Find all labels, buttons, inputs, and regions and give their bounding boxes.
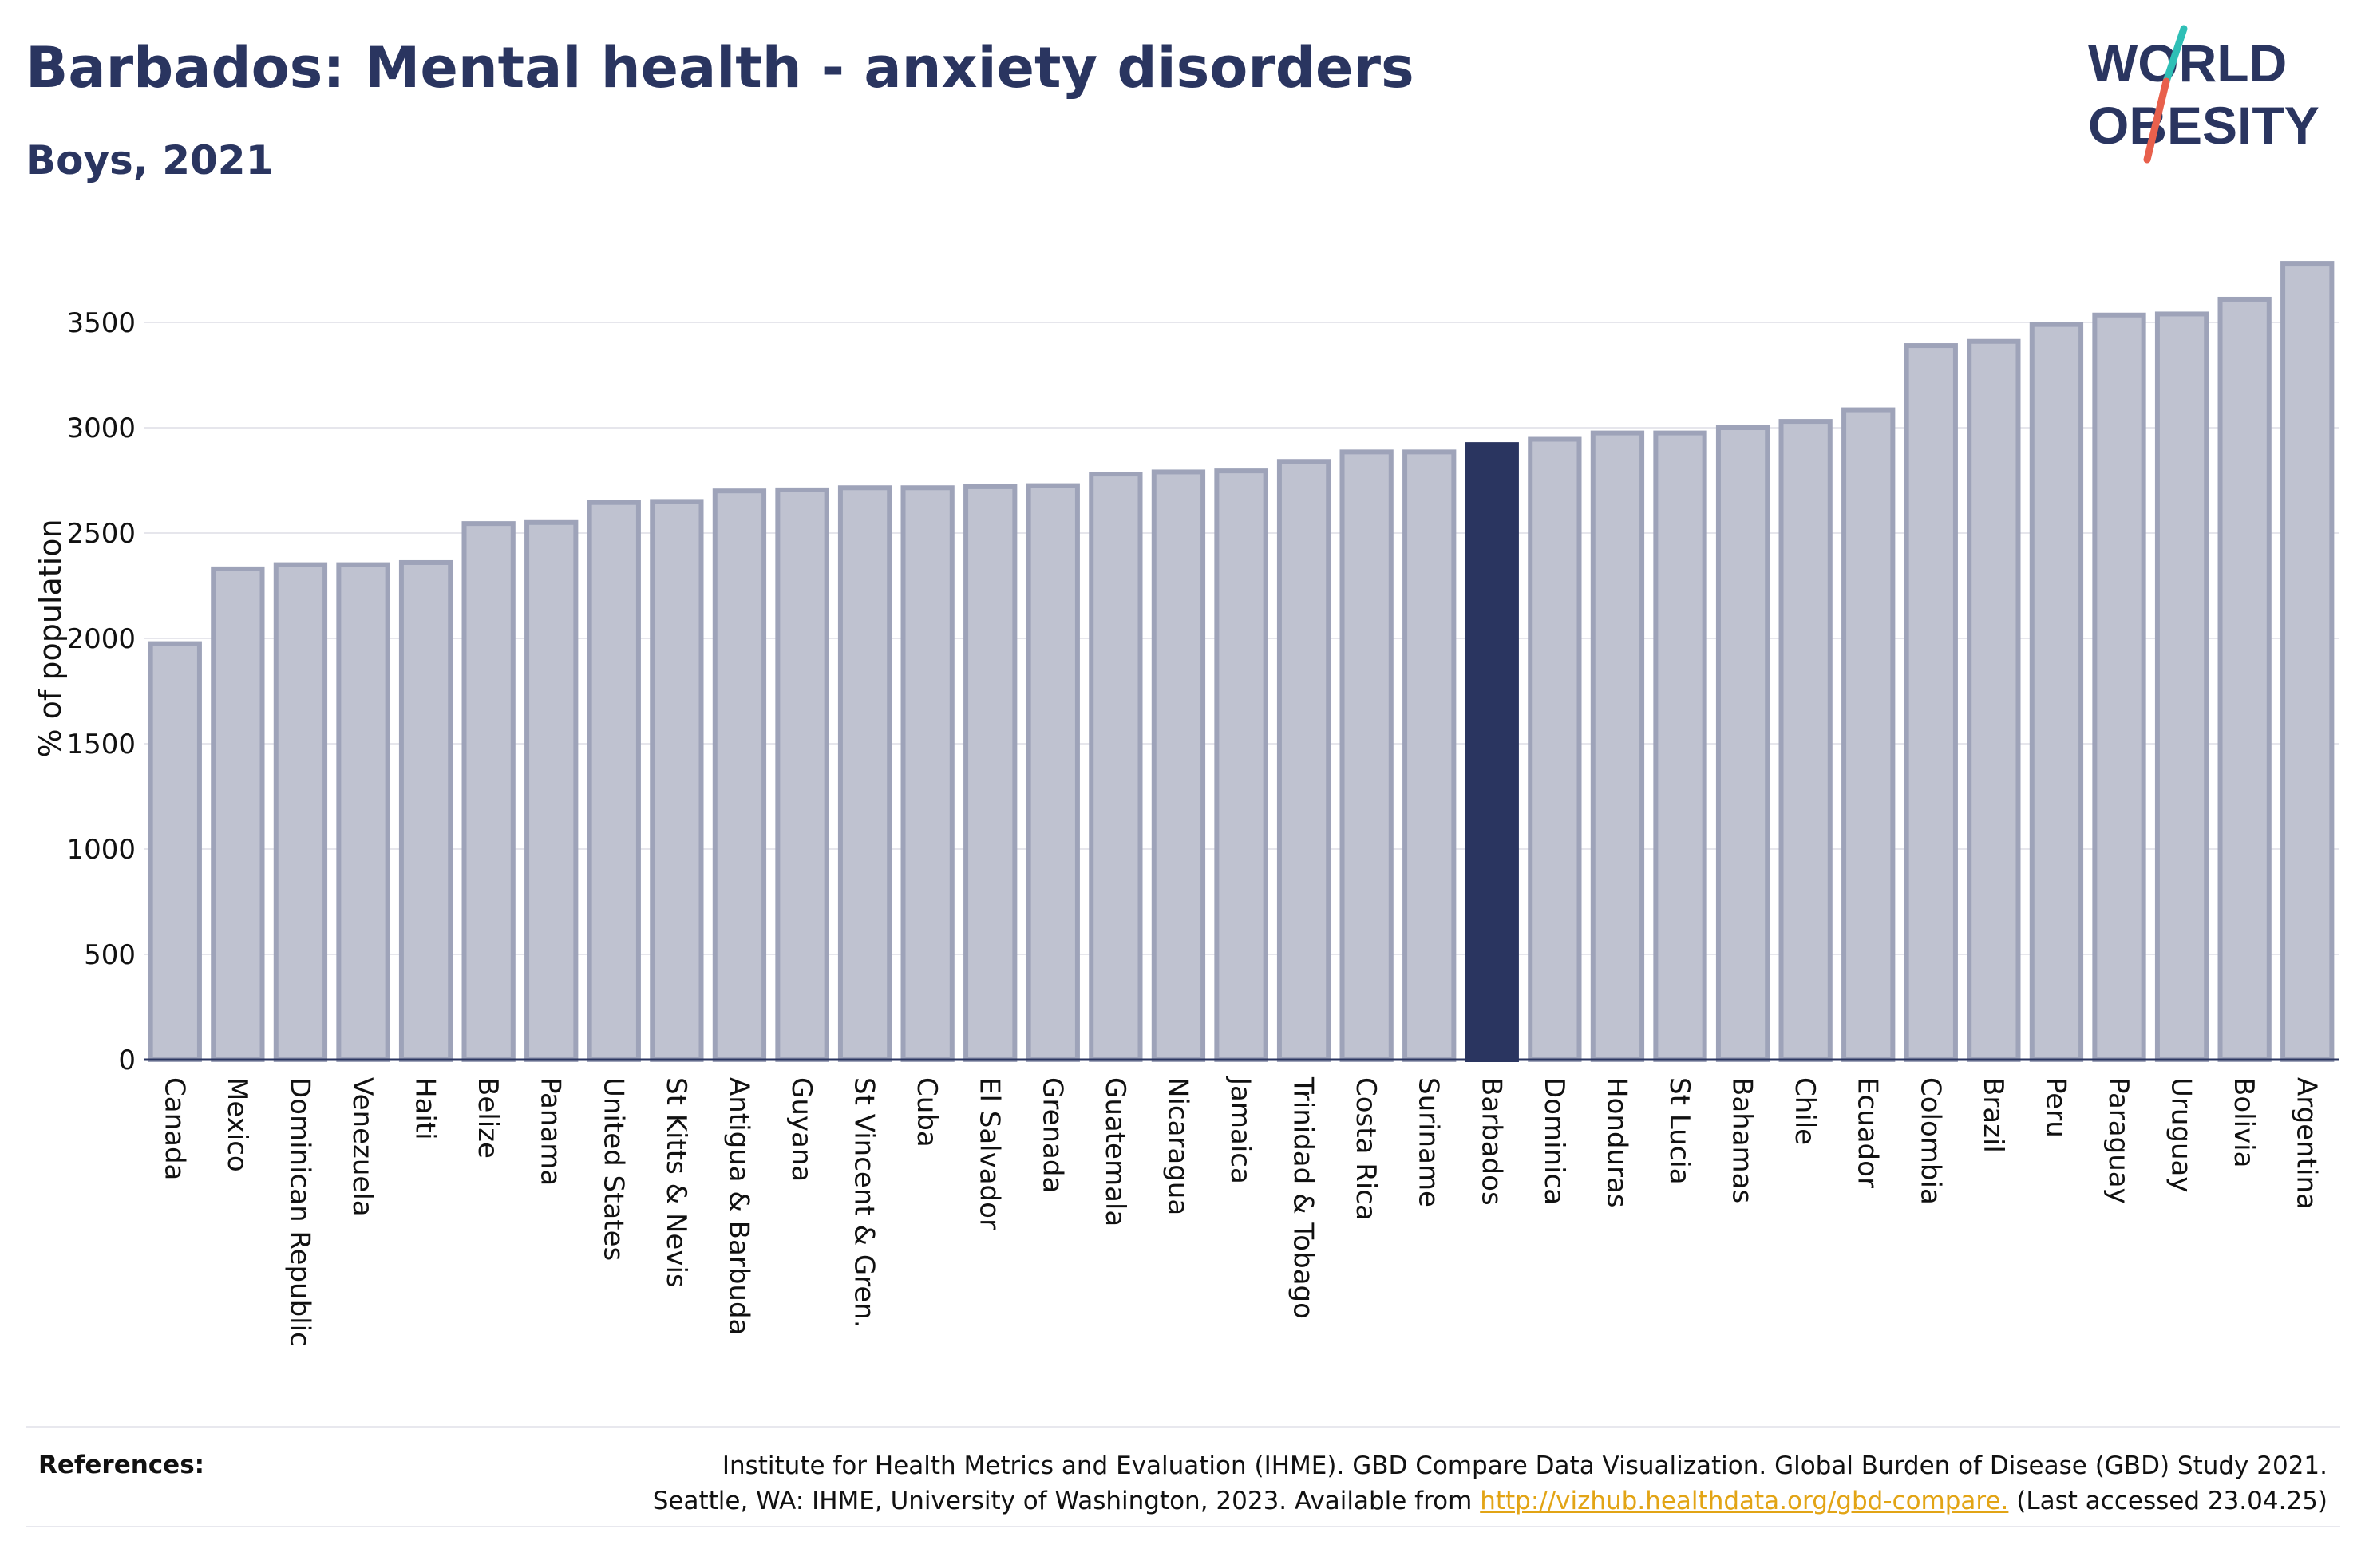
bar-guatemala <box>1089 472 1143 1062</box>
bar-belize <box>461 521 516 1062</box>
y-tick-label: 3000 <box>66 413 136 444</box>
bar-chile <box>1778 419 1833 1062</box>
logo-word-world: WORLD <box>2088 34 2287 93</box>
x-tick-label: Honduras <box>1600 1077 1632 1208</box>
x-tick-label: Barbados <box>1475 1077 1507 1206</box>
x-tick-label: Mexico <box>221 1077 253 1172</box>
bar-st-vincent-gren- <box>837 485 892 1062</box>
y-tick-label: 500 <box>84 939 136 971</box>
references-line-2: Seattle, WA: IHME, University of Washing… <box>571 1483 2327 1519</box>
bar-haiti <box>398 559 453 1062</box>
bar-bolivia <box>2217 296 2272 1062</box>
logo-slash-red <box>2143 77 2170 164</box>
bar-suriname <box>1402 449 1457 1062</box>
x-tick-label: Argentina <box>2291 1077 2323 1210</box>
x-tick-label: Costa Rica <box>1350 1077 1382 1221</box>
y-tick-label: 1500 <box>66 729 136 760</box>
x-tick-label: United States <box>597 1077 629 1261</box>
bar-ecuador <box>1841 407 1896 1062</box>
bar-canada <box>148 641 202 1062</box>
x-tick-label: Guyana <box>785 1077 817 1182</box>
x-tick-label: Dominican Republic <box>283 1077 315 1347</box>
bar-panama <box>524 519 579 1062</box>
references-bottom-rule <box>26 1526 2340 1527</box>
bar-united-states <box>587 500 641 1062</box>
bar-bahamas <box>1715 425 1770 1062</box>
bar-costa-rica <box>1339 449 1394 1062</box>
x-tick-label: Colombia <box>1914 1077 1946 1205</box>
x-tick-label: Chile <box>1789 1077 1821 1145</box>
bar-uruguay <box>2154 311 2209 1062</box>
bar-el-salvador <box>963 484 1018 1062</box>
bar-cuba <box>900 485 955 1062</box>
x-tick-label: Ecuador <box>1852 1077 1884 1188</box>
x-tick-label: Bahamas <box>1726 1077 1758 1203</box>
x-tick-label: Venezuela <box>346 1077 378 1217</box>
bar-mexico <box>211 566 265 1062</box>
bar-honduras <box>1590 430 1645 1062</box>
x-tick-label: St Kitts & Nevis <box>660 1077 692 1288</box>
logo-slash-teal <box>2162 25 2188 85</box>
y-axis-label: % of population <box>33 519 68 757</box>
y-tick-label: 0 <box>118 1045 136 1076</box>
y-tick-label: 2500 <box>66 518 136 550</box>
references-top-rule <box>26 1426 2340 1428</box>
x-tick-label: Cuba <box>911 1077 943 1147</box>
bar-grenada <box>1026 483 1080 1062</box>
x-tick-label: Grenada <box>1036 1077 1068 1193</box>
x-axis-ticks: Canada Mexico Dominican Republic Venezuela H… <box>158 1076 2322 1347</box>
x-tick-label: Belize <box>472 1077 504 1159</box>
bar-brazil <box>1967 338 2021 1062</box>
x-tick-label: St Lucia <box>1663 1077 1695 1185</box>
bar-st-kitts-nevis <box>650 499 704 1062</box>
chart-title: Barbados: Mental health - anxiety disord… <box>26 35 1414 101</box>
references-link[interactable]: http://vizhub.healthdata.org/gbd-compare… <box>1480 1487 2009 1515</box>
references-label: References: <box>38 1451 205 1479</box>
chart-subtitle: Boys, 2021 <box>26 137 274 184</box>
bar-venezuela <box>336 562 390 1062</box>
logo-word-obesity: OBESITY <box>2088 96 2319 155</box>
world-obesity-logo: WORLD OBESITY <box>2088 25 2319 164</box>
bar-st-lucia <box>1653 430 1707 1062</box>
bar-dominican-republic <box>273 562 328 1062</box>
x-tick-label: Dominica <box>1538 1077 1570 1205</box>
x-tick-label: Nicaragua <box>1161 1077 1193 1215</box>
references-line-2-suffix: (Last accessed 23.04.25) <box>2008 1487 2327 1515</box>
y-tick-label: 3500 <box>66 307 136 339</box>
y-tick-label: 2000 <box>66 623 136 655</box>
x-tick-label: Haiti <box>409 1077 441 1140</box>
x-tick-label: Guatemala <box>1099 1077 1131 1226</box>
bar-trinidad-tobago <box>1276 459 1331 1062</box>
x-tick-label: Brazil <box>1977 1077 2009 1153</box>
x-tick-label: Peru <box>2039 1077 2071 1138</box>
bar-argentina <box>2280 261 2335 1062</box>
bar-peru <box>2029 322 2084 1062</box>
bar-colombia <box>1904 343 1958 1063</box>
references-line-1: Institute for Health Metrics and Evaluat… <box>722 1451 2327 1480</box>
y-axis-ticks: 0 500 1000 1500 2000 2500 3000 3500 <box>66 307 136 1076</box>
x-tick-label: Suriname <box>1413 1077 1445 1207</box>
x-tick-label: Canada <box>158 1077 190 1180</box>
x-tick-label: Panama <box>535 1077 567 1186</box>
bar-antigua-barbuda <box>712 488 767 1062</box>
bar-barbados <box>1465 442 1519 1062</box>
bar-guyana <box>775 487 829 1062</box>
bar-paraguay <box>2092 312 2146 1062</box>
references-text: Institute for Health Metrics and Evaluat… <box>571 1448 2327 1519</box>
x-tick-label: Paraguay <box>2102 1077 2134 1204</box>
y-tick-label: 1000 <box>66 834 136 866</box>
x-tick-label: Bolivia <box>2228 1077 2260 1167</box>
references-line-2-prefix: Seattle, WA: IHME, University of Washing… <box>652 1487 1481 1515</box>
x-tick-label: Uruguay <box>2165 1077 2197 1193</box>
bars <box>148 261 2335 1063</box>
x-tick-label: St Vincent & Gren. <box>848 1077 880 1329</box>
x-tick-label: El Salvador <box>974 1077 1006 1230</box>
bar-jamaica <box>1214 468 1268 1062</box>
x-tick-label: Antigua & Barbuda <box>722 1077 754 1335</box>
x-tick-label: Trinidad & Tobago <box>1287 1076 1319 1319</box>
bar-nicaragua <box>1151 469 1206 1062</box>
x-tick-label: Jamaica <box>1224 1076 1256 1184</box>
bar-dominica <box>1528 436 1582 1062</box>
